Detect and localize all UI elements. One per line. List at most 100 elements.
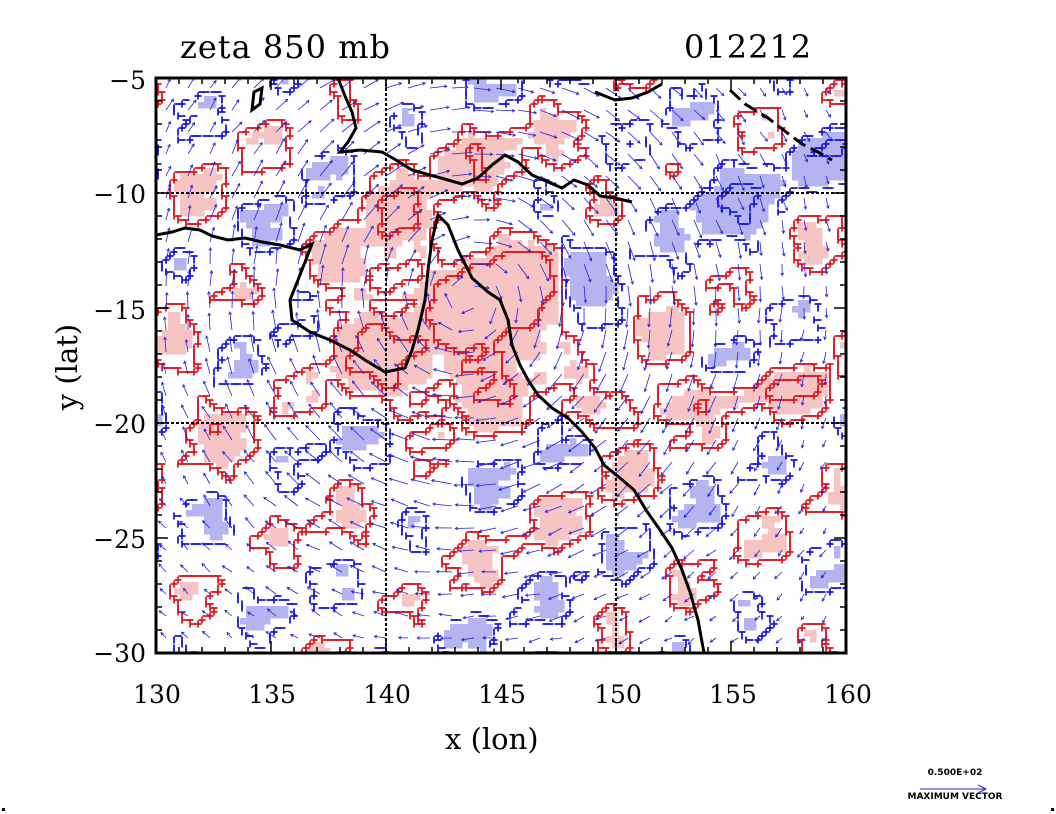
positive-fill-cell <box>654 336 661 343</box>
positive-fill-cell <box>552 510 559 517</box>
positive-fill-cell <box>210 456 217 463</box>
positive-fill-cell <box>480 558 487 565</box>
positive-fill-cell <box>492 156 499 163</box>
positive-fill-cell <box>378 372 385 379</box>
positive-fill-cell <box>168 348 175 355</box>
positive-fill-cell <box>630 462 637 469</box>
positive-fill-cell <box>498 402 505 409</box>
positive-fill-cell <box>204 444 211 451</box>
negative-fill-cell <box>756 174 763 181</box>
positive-fill-cell <box>198 174 205 181</box>
negative-fill-cell <box>480 474 487 481</box>
positive-fill-cell <box>450 360 457 367</box>
positive-fill-cell <box>480 312 487 319</box>
positive-fill-cell <box>768 534 775 541</box>
positive-fill-cell <box>810 246 817 253</box>
positive-fill-cell <box>204 168 211 175</box>
positive-fill-cell <box>798 408 805 415</box>
negative-fill-cell <box>348 432 355 439</box>
negative-fill-cell <box>690 516 697 523</box>
positive-fill-cell <box>708 396 715 403</box>
negative-fill-cell <box>474 498 481 505</box>
positive-fill-cell <box>354 318 361 325</box>
positive-fill-cell <box>450 168 457 175</box>
negative-fill-cell <box>540 594 547 601</box>
negative-fill-cell <box>570 276 577 283</box>
positive-fill-cell <box>330 366 337 373</box>
negative-fill-cell <box>186 510 193 517</box>
positive-fill-cell <box>264 534 271 541</box>
positive-fill-cell <box>570 528 577 535</box>
positive-fill-cell <box>468 138 475 145</box>
positive-fill-cell <box>804 240 811 247</box>
negative-fill-cell <box>270 612 277 619</box>
positive-fill-cell <box>678 312 685 319</box>
positive-fill-cell <box>780 546 787 553</box>
positive-fill-cell <box>378 390 385 397</box>
negative-fill-cell <box>840 162 846 169</box>
positive-fill-cell <box>222 420 229 427</box>
negative-fill-cell <box>660 216 667 223</box>
x-tick-label: 135 <box>248 680 296 709</box>
positive-fill-cell <box>222 414 229 421</box>
positive-fill-cell <box>534 354 541 361</box>
negative-fill-cell <box>552 582 559 589</box>
negative-fill-cell <box>576 294 583 301</box>
positive-fill-cell <box>546 306 553 313</box>
negative-fill-cell <box>576 450 583 457</box>
positive-fill-cell <box>546 504 553 511</box>
positive-fill-cell <box>186 588 193 595</box>
positive-fill-cell <box>618 462 625 469</box>
positive-fill-cell <box>480 288 487 295</box>
positive-fill-cell <box>570 126 577 133</box>
positive-fill-cell <box>816 258 823 265</box>
negative-fill-cell <box>198 510 205 517</box>
negative-fill-cell <box>810 138 817 145</box>
negative-fill-cell <box>624 552 631 559</box>
positive-fill-cell <box>534 264 541 271</box>
positive-fill-cell <box>366 354 373 361</box>
negative-fill-cell <box>342 564 349 571</box>
positive-fill-cell <box>318 648 325 653</box>
positive-fill-cell <box>798 378 805 385</box>
positive-fill-cell <box>762 378 769 385</box>
y-tick-label: −30 <box>93 639 146 668</box>
negative-fill-cell <box>702 480 709 487</box>
positive-fill-cell <box>336 486 343 493</box>
negative-fill-cell <box>780 462 787 469</box>
positive-fill-cell <box>462 138 469 145</box>
negative-fill-cell <box>840 174 846 181</box>
negative-fill-cell <box>276 612 283 619</box>
positive-fill-cell <box>552 150 559 157</box>
positive-fill-cell <box>420 294 427 301</box>
negative-fill-cell <box>834 132 841 139</box>
positive-fill-cell <box>510 138 517 145</box>
positive-fill-cell <box>528 132 535 139</box>
positive-fill-cell <box>420 234 427 241</box>
positive-fill-cell <box>546 510 553 517</box>
positive-fill-cell <box>474 138 481 145</box>
negative-fill-cell <box>678 234 685 241</box>
positive-fill-cell <box>552 504 559 511</box>
negative-fill-cell <box>270 216 277 223</box>
positive-fill-cell <box>498 138 505 145</box>
positive-fill-cell <box>348 510 355 517</box>
positive-fill-cell <box>498 234 505 241</box>
negative-fill-cell <box>804 180 811 187</box>
positive-fill-cell <box>510 300 517 307</box>
negative-fill-cell <box>504 462 511 469</box>
positive-fill-cell <box>684 396 691 403</box>
positive-fill-cell <box>474 378 481 385</box>
positive-fill-cell <box>366 318 373 325</box>
positive-fill-cell <box>414 594 421 601</box>
negative-fill-cell <box>492 90 499 97</box>
positive-fill-cell <box>210 414 217 421</box>
negative-fill-cell <box>750 624 757 631</box>
positive-fill-cell <box>804 396 811 403</box>
positive-fill-cell <box>810 222 817 229</box>
positive-fill-cell <box>330 252 337 259</box>
positive-fill-cell <box>180 594 187 601</box>
positive-fill-cell <box>372 324 379 331</box>
negative-fill-cell <box>816 168 823 175</box>
positive-fill-cell <box>414 312 421 319</box>
